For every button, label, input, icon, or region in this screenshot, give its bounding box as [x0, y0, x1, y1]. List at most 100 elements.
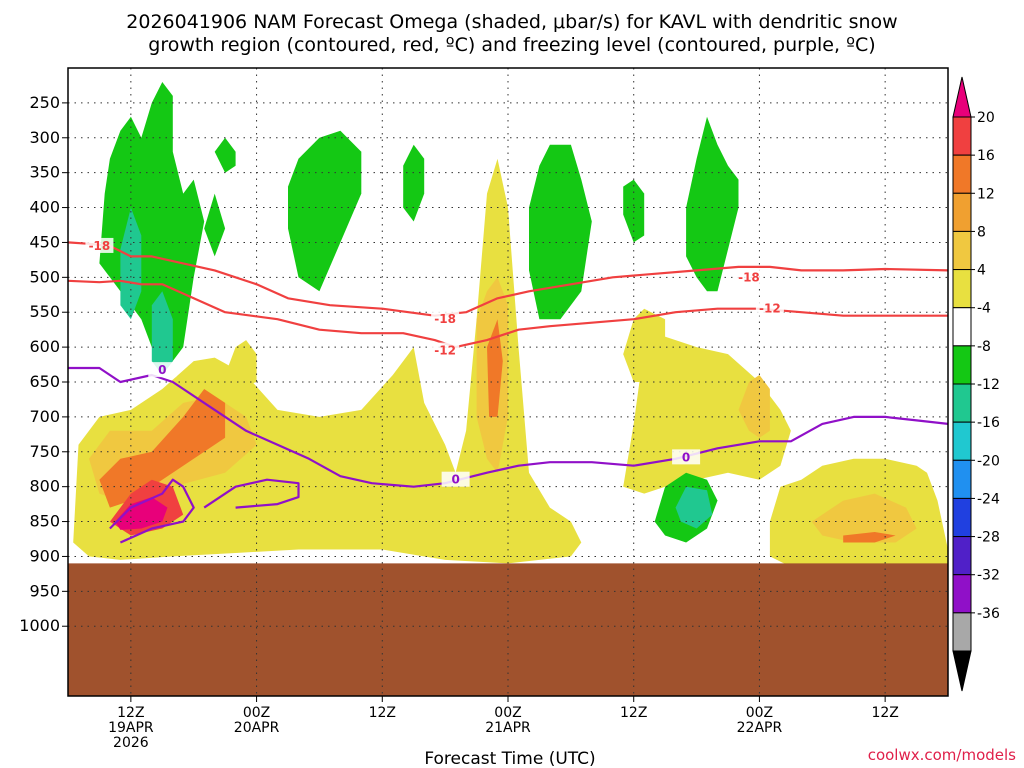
colorbar-label: -36 [977, 606, 1000, 622]
y-tick-label: 600 [29, 337, 60, 356]
x-tick-label: 22APR [737, 720, 783, 736]
y-tick-label: 350 [29, 163, 60, 182]
dgz-contour-label-bg [734, 269, 763, 285]
x-tick-label: 00Z [494, 705, 521, 721]
omega-region-orange-east [843, 532, 896, 543]
y-tick-label: 700 [29, 407, 60, 426]
colorbar-box [952, 421, 972, 461]
y-tick-label: 650 [29, 372, 60, 391]
omega-region-gold-east [811, 493, 917, 543]
freezing-contour-label-bg [441, 471, 470, 487]
omega-region-ground [68, 563, 948, 696]
omega-region-green-large-3 [686, 116, 739, 292]
omega-region-green-tower-left [99, 82, 205, 375]
chart-title-line-2: growth region (contoured, red, ºC) and f… [148, 34, 875, 56]
omega-region-green-blob-a [214, 137, 236, 173]
freezing-contour-label: 0 [158, 363, 166, 377]
x-tick-label: 2026 [113, 735, 149, 751]
y-tick-label: 1000 [19, 616, 60, 635]
dgz-contour-label-bg [755, 300, 784, 316]
x-tick-label: 12Z [369, 705, 396, 721]
dgz-contour-label-bg [431, 311, 460, 327]
y-tick-label: 900 [29, 546, 60, 565]
colorbar-label: 12 [977, 186, 995, 202]
x-tick-label: 20APR [234, 720, 280, 736]
x-tick-label: 12Z [620, 705, 647, 721]
colorbar-box [952, 345, 972, 385]
colorbar-box [952, 459, 972, 499]
colorbar-label: -16 [977, 415, 1000, 431]
y-tick-label: 800 [29, 477, 60, 496]
colorbar-box [952, 116, 972, 156]
colorbar-bottom-arrow [952, 650, 972, 692]
colorbar-label: 4 [977, 263, 986, 279]
x-tick-label: 12Z [871, 705, 898, 721]
colorbar-label: -28 [977, 530, 1000, 546]
freezing-contour-label: 0 [451, 473, 459, 487]
y-tick-label: 950 [29, 581, 60, 600]
colorbar-box [952, 612, 972, 652]
freezing-contour-zero-line-main [68, 366, 948, 488]
dgz-contour-label-bg [431, 342, 460, 358]
dgz-contour-label: -12 [759, 302, 781, 316]
omega-region-yellow-blob-mid [623, 308, 666, 382]
dgz-contour-label: -18 [738, 270, 760, 284]
omega-shading-layer [68, 82, 948, 696]
colorbar-box [952, 230, 972, 271]
freezing-contour-label-bg [672, 449, 701, 465]
chart-title-line-1: 2026041906 NAM Forecast Omega (shaded, μ… [126, 11, 897, 33]
colorbar-box [952, 307, 972, 347]
y-tick-label: 500 [29, 267, 60, 286]
x-tick-label: 21APR [485, 720, 531, 736]
colorbar-box [952, 269, 972, 309]
x-tick-label: 00Z [243, 705, 270, 721]
x-axis-label: Forecast Time (UTC) [424, 749, 595, 768]
colorbar-top-arrow [952, 76, 972, 118]
y-axis: 250 300 350 400 450 500 550 600 650 700 750 800 850 9… [19, 93, 68, 635]
contour-layer: -18 -18 -18 -12 -12 0 0 0 [68, 237, 948, 544]
colorbar: 20 16 12 8 4 -4 -8 -12 -16 -20 -24 -28 -32 -36 [952, 76, 1000, 692]
omega-region-green-large-1 [288, 130, 362, 292]
x-tick-label: 00Z [746, 705, 773, 721]
y-tick-label: 400 [29, 198, 60, 217]
y-tick-label: 450 [29, 232, 60, 251]
colorbar-label: -12 [977, 377, 1000, 393]
y-tick-label: 750 [29, 442, 60, 461]
colorbar-box [952, 536, 972, 576]
colorbar-label: -8 [977, 339, 991, 355]
omega-region-green-large-2 [529, 144, 592, 320]
x-tick-label: 12Z [117, 705, 144, 721]
colorbar-label: -20 [977, 453, 1000, 469]
freezing-contour-label: 0 [682, 450, 690, 464]
omega-region-teal-low [675, 486, 713, 529]
y-tick-label: 250 [29, 93, 60, 112]
omega-region-yellow-band-late [623, 333, 791, 494]
colorbar-label: -24 [977, 491, 1000, 507]
colorbar-label: 8 [977, 224, 986, 240]
omega-region-green-narrow-1 [403, 144, 425, 222]
freezing-contour-zero-loop-right [203, 478, 300, 509]
dgz-contour-minus-18 [68, 241, 948, 317]
omega-region-teal-left-2 [151, 291, 173, 375]
colorbar-box [952, 574, 972, 614]
dgz-contour-label: -12 [434, 344, 456, 358]
omega-region-yellow-blob-left [225, 340, 257, 389]
omega-region-gold-right [738, 375, 770, 438]
freezing-contour-label-bg [148, 362, 177, 378]
dgz-contour-label: -18 [89, 239, 111, 253]
omega-region-magenta-core [115, 497, 168, 530]
colorbar-label: 16 [977, 148, 995, 164]
colorbar-box [952, 497, 972, 538]
colorbar-box [952, 154, 972, 194]
dgz-contour-label: -18 [434, 312, 456, 326]
colorbar-label: 20 [977, 110, 995, 126]
y-tick-label: 850 [29, 512, 60, 531]
freezing-contour-zero-loop-low [109, 478, 195, 544]
gridlines [68, 68, 948, 696]
credit-text: coolwx.com/models [868, 746, 1016, 764]
colorbar-box [952, 383, 972, 423]
omega-region-green-tower-early-small [204, 193, 226, 257]
colorbar-label: -4 [977, 301, 991, 317]
